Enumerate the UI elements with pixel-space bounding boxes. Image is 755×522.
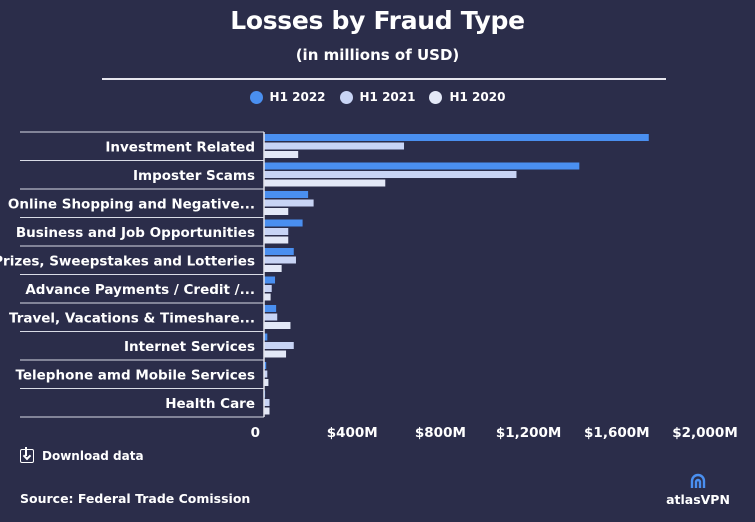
legend-label: H1 2022: [269, 90, 326, 104]
category-label: Telephone amd Mobile Services: [15, 368, 255, 384]
legend-dot: [339, 90, 353, 104]
download-data-button[interactable]: Download data: [20, 447, 144, 463]
legend-label: H1 2021: [359, 90, 416, 104]
x-tick-label: $2,000M: [672, 425, 738, 441]
x-tick-label: $1,600M: [584, 425, 650, 441]
bar: [264, 362, 267, 369]
category-label: Online Shopping and Negative...: [8, 197, 255, 213]
download-icon: [20, 447, 34, 463]
bar: [264, 379, 269, 386]
category-label: Travel, Vacations & Timeshare...: [9, 311, 255, 327]
bar: [264, 134, 649, 141]
bar: [264, 370, 268, 378]
legend-item-h1-2021[interactable]: H1 2021: [339, 90, 416, 104]
bar: [264, 199, 314, 207]
legend-dot: [429, 90, 443, 104]
bar: [264, 313, 278, 321]
bar: [264, 399, 270, 406]
bar: [264, 248, 294, 255]
bar: [264, 236, 289, 244]
category-label: Internet Services: [124, 339, 255, 355]
bar: [264, 191, 309, 198]
legend-label: H1 2020: [449, 90, 506, 104]
x-tick-label: $1,200M: [496, 425, 562, 441]
bar: [264, 342, 294, 349]
category-label: Health Care: [165, 396, 255, 412]
bar: [264, 256, 296, 264]
bar: [264, 305, 277, 312]
source-note: Source: Federal Trade Comission: [20, 491, 251, 506]
bar: [264, 350, 287, 358]
bar: [264, 151, 299, 158]
chart-subtitle: (in millions of USD): [295, 46, 460, 64]
bar: [264, 322, 291, 329]
bar: [264, 407, 270, 415]
category-label: Business and Job Opportunities: [16, 225, 255, 241]
legend-item-h1-2020[interactable]: H1 2020: [429, 90, 505, 104]
bar: [264, 276, 276, 284]
category-label: Advance Payments / Credit /...: [25, 282, 255, 298]
bar: [264, 208, 289, 215]
bar: [264, 142, 405, 150]
title-divider: [102, 78, 666, 80]
category-label: Prizes, Sweepstakes and Lotteries: [0, 254, 255, 270]
bar: [264, 179, 386, 187]
bar: [264, 219, 303, 227]
category-label: Imposter Scams: [133, 168, 255, 184]
bar: [264, 265, 282, 272]
bar: [264, 171, 517, 178]
bar: [264, 293, 271, 301]
atlasvpn-icon: [690, 473, 706, 488]
legend-item-h1-2022[interactable]: H1 2022: [249, 90, 326, 104]
x-tick-label: 0: [251, 425, 260, 441]
bar: [264, 333, 268, 341]
x-tick-label: $800M: [415, 425, 466, 441]
x-tick-label: $400M: [327, 425, 378, 441]
bar: [264, 162, 580, 170]
legend: H1 2022 H1 2021 H1 2020: [0, 90, 755, 104]
category-label: Investment Related: [105, 140, 255, 156]
download-label: Download data: [42, 449, 144, 463]
bar: [264, 228, 289, 235]
legend-dot: [249, 90, 263, 104]
chart-title: Losses by Fraud Type: [230, 6, 525, 35]
brand-name: atlasVPN: [666, 492, 730, 507]
brand-logo: atlasVPN: [658, 472, 738, 507]
bar: [264, 285, 272, 292]
